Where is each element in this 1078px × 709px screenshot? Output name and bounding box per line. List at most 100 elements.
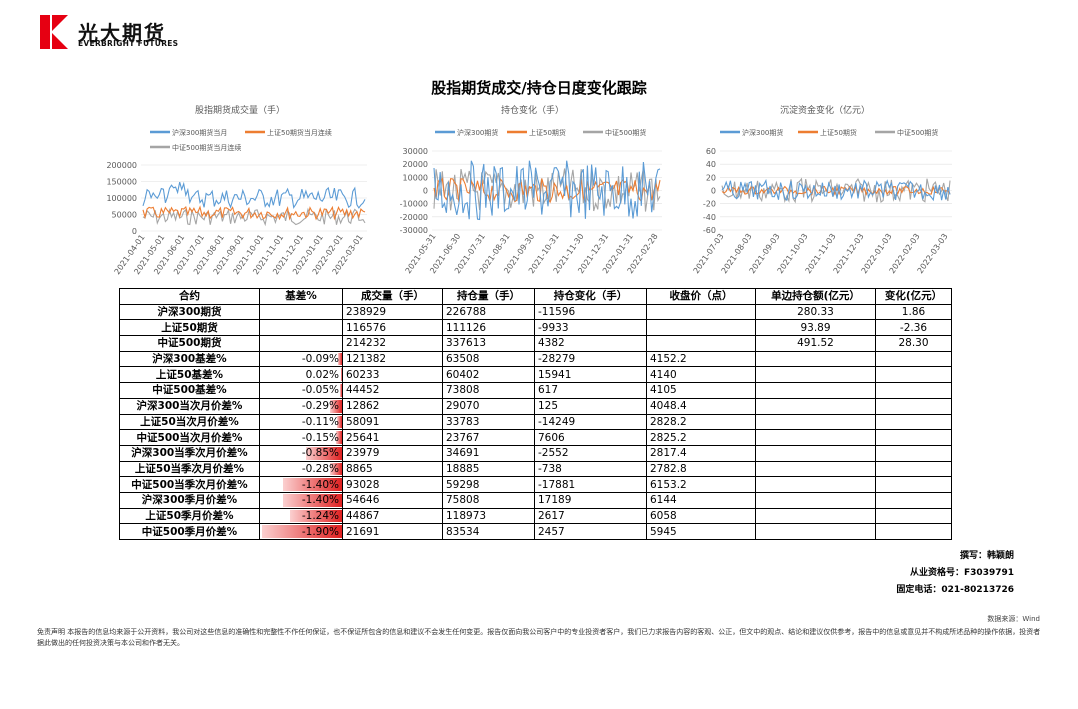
oi-change-cell: -2552	[534, 444, 647, 462]
amount-cell	[755, 507, 876, 525]
amount-cell	[755, 476, 876, 493]
close-cell	[646, 335, 756, 352]
col-volume: 成交量（手）	[342, 288, 443, 305]
basis-databar	[289, 509, 342, 523]
amount-change-cell: 28.30	[875, 335, 952, 352]
basis-value: -0.11%	[301, 415, 339, 428]
basis-value: -0.05%	[301, 384, 339, 397]
amount-cell	[755, 444, 876, 462]
basis-value: -0.85%	[301, 447, 339, 460]
basis-value: -1.40%	[301, 478, 339, 491]
legend-label: 上证50期货	[820, 128, 857, 137]
oi-cell: 118973	[442, 507, 535, 525]
close-cell: 2828.2	[646, 413, 756, 431]
table-row: 中证500当季次月价差% -1.40% 93028 59298 -17881 6153.2	[119, 476, 952, 493]
y-tick-label: -40	[703, 213, 716, 222]
volume-cell: 121382	[342, 350, 443, 368]
y-tick-label: 0	[711, 187, 716, 196]
close-cell	[646, 303, 756, 321]
close-cell: 4048.4	[646, 397, 756, 415]
volume-cell: 44867	[342, 507, 443, 525]
basis-cell: -1.40%	[259, 476, 343, 493]
y-tick-label: 10000	[403, 173, 428, 182]
basis-cell: -0.15%	[259, 429, 343, 446]
table-row: 上证50当季次月价差% -0.28% 8865 18885 -738 2782.8	[119, 460, 952, 478]
volume-cell: 60233	[342, 366, 443, 384]
basis-value: -1.24%	[301, 509, 339, 522]
oi-cell: 75808	[442, 491, 535, 509]
volume-cell: 23979	[342, 444, 443, 462]
legend-label: 中证500期货当月连续	[172, 143, 241, 152]
basis-value: -1.90%	[301, 525, 339, 538]
logo-english-name: EVERBRIGHT FUTURES	[78, 39, 179, 48]
basis-databar	[283, 478, 342, 491]
chart-volume: 股指期货成交量（手） 沪深300期货当月 上证50期货当月连续中证500期货当月连续…	[105, 100, 375, 280]
basis-cell: 0.02%	[259, 366, 343, 384]
amount-change-cell	[875, 366, 952, 384]
col-oi-change: 持仓变化（手）	[534, 288, 647, 305]
oi-cell: 83534	[442, 523, 535, 540]
author-license: 从业资格号：F3039791	[910, 568, 1014, 578]
table-row: 中证500期货 214232 337613 4382 491.52 28.30	[119, 335, 952, 352]
basis-value: 0.02%	[305, 368, 339, 381]
company-logo: 光大期货 EVERBRIGHT FUTURES	[40, 15, 180, 51]
basis-cell	[259, 319, 343, 337]
close-cell	[646, 319, 756, 337]
legend-label: 沪深300期货	[742, 128, 783, 137]
amount-change-cell	[875, 444, 952, 462]
close-cell: 2825.2	[646, 429, 756, 446]
volume-cell: 116576	[342, 319, 443, 337]
amount-cell: 491.52	[755, 335, 876, 352]
table-row: 中证500季月价差% -1.90% 21691 83534 2457 5945	[119, 523, 952, 540]
series-line	[433, 160, 661, 221]
basis-cell: -1.90%	[259, 523, 343, 540]
amount-cell	[755, 350, 876, 368]
basis-cell	[259, 303, 343, 321]
oi-change-cell: 15941	[534, 366, 647, 384]
series-line	[721, 177, 951, 204]
oi-change-cell: -11596	[534, 303, 647, 321]
table-row: 沪深300季月价差% -1.40% 54646 75808 17189 6144	[119, 491, 952, 509]
col-close: 收盘价（点）	[646, 288, 756, 305]
amount-cell	[755, 491, 876, 509]
y-tick-label: -20000	[400, 213, 428, 222]
oi-change-cell: -28279	[534, 350, 647, 368]
col-open-interest: 持仓量（手）	[442, 288, 535, 305]
series-line	[142, 205, 366, 221]
row-label: 上证50基差%	[119, 366, 260, 384]
volume-cell: 21691	[342, 523, 443, 540]
basis-databar	[330, 462, 342, 476]
col-contract: 合约	[119, 288, 260, 305]
legend-label: 沪深300期货当月	[172, 128, 227, 137]
amount-cell	[755, 523, 876, 540]
basis-databar	[283, 493, 342, 507]
amount-change-cell: 1.86	[875, 303, 952, 321]
chart-title: 沉淀资金变化（亿元）	[780, 104, 870, 116]
amount-cell: 93.89	[755, 319, 876, 337]
oi-change-cell: 4382	[534, 335, 647, 352]
basis-cell: -0.29%	[259, 397, 343, 415]
y-tick-label: 60	[706, 147, 716, 156]
basis-databar	[306, 446, 342, 460]
basis-databar	[339, 384, 342, 397]
disclaimer: 免责声明 本报告的信息均来源于公开资料，我公司对这些信息的准确性和完整性不作任何…	[37, 628, 1041, 647]
futures-table: 合约 基差% 成交量（手） 持仓量（手） 持仓变化（手） 收盘价（点） 单边持仓…	[119, 288, 952, 540]
volume-cell: 12862	[342, 397, 443, 415]
basis-value: -0.29%	[301, 400, 339, 413]
oi-change-cell: -9933	[534, 319, 647, 337]
basis-cell: -0.09%	[259, 350, 343, 368]
close-cell: 2782.8	[646, 460, 756, 478]
volume-cell: 54646	[342, 491, 443, 509]
y-tick-label: 200000	[106, 161, 137, 170]
basis-cell: -0.28%	[259, 460, 343, 478]
row-label: 上证50季月价差%	[119, 507, 260, 525]
legend-label: 上证50期货当月连续	[267, 128, 332, 137]
amount-cell	[755, 429, 876, 446]
volume-cell: 58091	[342, 413, 443, 431]
table-header-row: 合约 基差% 成交量（手） 持仓量（手） 持仓变化（手） 收盘价（点） 单边持仓…	[119, 288, 952, 305]
basis-value: -0.09%	[301, 353, 339, 366]
y-tick-label: -10000	[400, 200, 428, 209]
table-row: 上证50季月价差% -1.24% 44867 118973 2617 6058	[119, 507, 952, 525]
table-row: 沪深300基差% -0.09% 121382 63508 -28279 4152.2	[119, 350, 952, 368]
chart-title: 股指期货成交量（手）	[195, 104, 285, 116]
